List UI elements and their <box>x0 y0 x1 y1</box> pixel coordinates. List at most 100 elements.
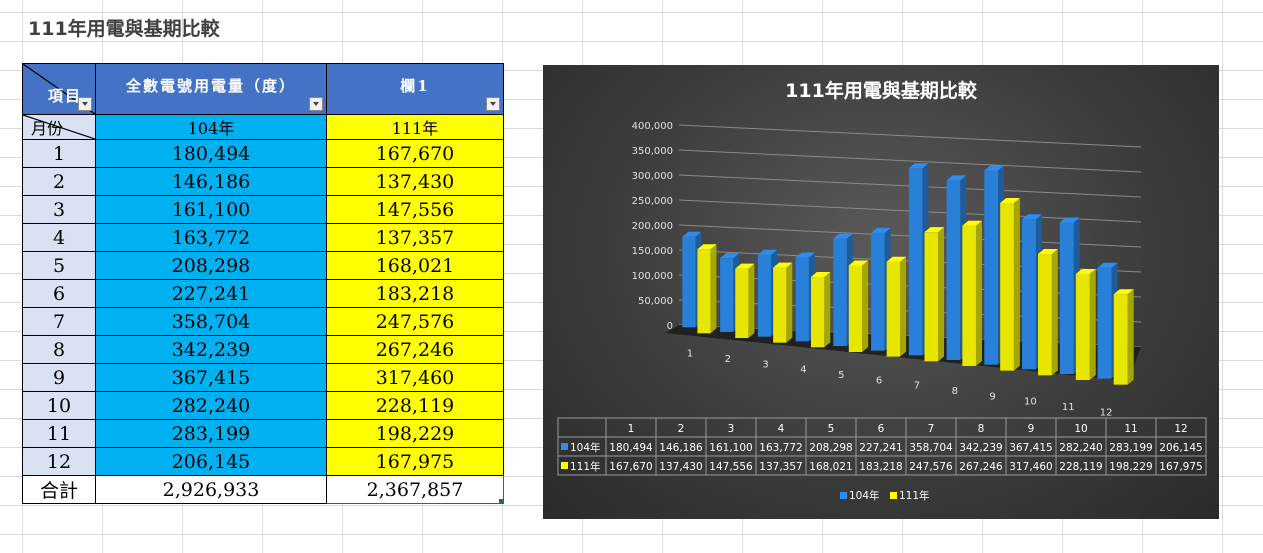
usage-111-cell[interactable]: 247,576 <box>326 307 504 336</box>
y-tick-label: 50,000 <box>638 296 673 307</box>
usage-104-cell[interactable]: 227,241 <box>95 279 327 308</box>
usage-104-cell[interactable]: 208,298 <box>95 251 327 280</box>
filter-dropdown-icon[interactable] <box>309 97 323 111</box>
y-tick-label: 300,000 <box>632 171 673 182</box>
usage-104-cell[interactable]: 358,704 <box>95 307 327 336</box>
x-tick-label: 7 <box>914 381 920 392</box>
month-cell[interactable]: 2 <box>22 167 96 196</box>
x-tick-label: 6 <box>876 375 882 386</box>
x-tick-label: 5 <box>838 370 844 381</box>
month-cell[interactable]: 12 <box>22 447 96 476</box>
month-cell[interactable]: 4 <box>22 223 96 252</box>
bar-111 <box>924 227 945 362</box>
usage-104-cell[interactable]: 283,199 <box>95 419 327 448</box>
header-item-label: 項目 <box>47 86 82 105</box>
usage-104-cell[interactable]: 163,772 <box>95 223 327 252</box>
table-row: 5 208,298 168,021 <box>22 251 504 280</box>
data-table-cell: 168,021 <box>809 461 852 473</box>
usage-104-cell[interactable]: 367,415 <box>95 363 327 392</box>
usage-111-cell[interactable]: 147,556 <box>326 195 504 224</box>
bar-111 <box>886 256 907 357</box>
filter-dropdown-icon[interactable] <box>78 97 92 111</box>
data-table-series-name: 104年 <box>570 441 601 454</box>
column-chart[interactable]: 111年用電與基期比較 0 50,000 100,000 150,000 200,000 2… <box>543 65 1219 519</box>
y-tick-label: 350,000 <box>632 146 673 157</box>
x-tick-label: 2 <box>725 354 731 365</box>
bar-111 <box>697 244 717 334</box>
chart-canvas: 111年用電與基期比較 0 50,000 100,000 150,000 200,000 2… <box>557 79 1207 502</box>
usage-111-cell[interactable]: 183,218 <box>326 279 504 308</box>
x-tick-label: 8 <box>952 386 958 397</box>
month-cell[interactable]: 11 <box>22 419 96 448</box>
gridline <box>678 149 1142 173</box>
usage-104-cell[interactable]: 206,145 <box>95 447 327 476</box>
usage-111-cell[interactable]: 137,357 <box>326 223 504 252</box>
data-table-series-name: 111年 <box>570 460 601 473</box>
usage-111-cell[interactable]: 317,460 <box>326 363 504 392</box>
data-table-cell: 137,430 <box>659 461 702 473</box>
data-table-header: 6 <box>878 423 885 435</box>
month-cell[interactable]: 6 <box>22 279 96 308</box>
data-table-header: 12 <box>1174 423 1187 435</box>
month-cell[interactable]: 9 <box>22 363 96 392</box>
sub-104-cell[interactable]: 104年 <box>95 114 327 140</box>
y-tick-label: 250,000 <box>632 196 673 207</box>
filter-dropdown-icon[interactable] <box>486 97 500 111</box>
data-table-cell: 163,772 <box>759 442 802 454</box>
x-tick-label: 10 <box>1024 397 1037 408</box>
header-item[interactable]: 項目 <box>22 63 96 115</box>
usage-111-cell[interactable]: 167,975 <box>326 447 504 476</box>
sheet-title[interactable]: 111年用電與基期比較 <box>28 18 220 40</box>
data-table-header: 10 <box>1074 423 1087 435</box>
legend-swatch-111 <box>890 492 897 499</box>
data-table-cell: 147,556 <box>709 461 753 473</box>
data-table-cell: 167,670 <box>609 461 652 473</box>
header-col1[interactable]: 欄1 <box>326 63 504 115</box>
bar-111 <box>848 260 869 352</box>
x-tick-label: 11 <box>1062 402 1075 413</box>
usage-104-cell[interactable]: 342,239 <box>95 335 327 364</box>
data-table-cell: 137,357 <box>759 461 802 473</box>
usage-104-cell[interactable]: 161,100 <box>95 195 327 224</box>
bar-111 <box>810 272 831 348</box>
usage-111-cell[interactable]: 168,021 <box>326 251 504 280</box>
usage-111-cell[interactable]: 198,229 <box>326 419 504 448</box>
data-table-cell: 342,239 <box>959 442 1002 454</box>
month-cell[interactable]: 7 <box>22 307 96 336</box>
month-cell[interactable]: 10 <box>22 391 96 420</box>
bar-111 <box>1038 249 1058 376</box>
total-111-cell[interactable]: 2,367,857 <box>326 475 504 504</box>
usage-111-cell[interactable]: 267,246 <box>326 335 504 364</box>
usage-104-cell[interactable]: 180,494 <box>95 139 327 168</box>
month-cell[interactable]: 3 <box>22 195 96 224</box>
legend-key <box>561 462 568 469</box>
usage-111-cell[interactable]: 228,119 <box>326 391 504 420</box>
data-table-header: 1 <box>628 423 635 435</box>
table-row: 12 206,145 167,975 <box>22 447 504 476</box>
x-tick-label: 1 <box>687 349 693 360</box>
usage-104-cell[interactable]: 146,186 <box>95 167 327 196</box>
sub-111-cell[interactable]: 111年 <box>326 114 504 140</box>
data-table-header: 4 <box>778 423 785 435</box>
total-label-cell[interactable]: 合計 <box>22 475 96 504</box>
bar-111 <box>773 262 793 343</box>
usage-111-cell[interactable]: 167,670 <box>326 139 504 168</box>
data-table-header: 5 <box>828 423 835 435</box>
data-table-cell: 267,246 <box>959 461 1003 473</box>
fill-handle[interactable] <box>499 499 503 503</box>
usage-104-cell[interactable]: 282,240 <box>95 391 327 420</box>
month-cell[interactable]: 1 <box>22 139 96 168</box>
header-usage-label: 全數電號用電量（度） <box>125 76 296 95</box>
sub-month-cell[interactable]: 月份 <box>22 114 96 140</box>
month-cell[interactable]: 5 <box>22 251 96 280</box>
month-cell[interactable]: 8 <box>22 335 96 364</box>
table-row: 6 227,241 183,218 <box>22 279 504 308</box>
y-tick-label: 400,000 <box>632 121 673 132</box>
data-table-cell: 180,494 <box>609 442 653 454</box>
usage-111-cell[interactable]: 137,430 <box>326 167 504 196</box>
chart-title: 111年用電與基期比較 <box>785 79 978 102</box>
header-usage[interactable]: 全數電號用電量（度） <box>95 63 327 115</box>
total-104-cell[interactable]: 2,926,933 <box>95 475 327 504</box>
data-table-header: 11 <box>1124 423 1137 435</box>
data-table-cell: 198,229 <box>1109 461 1152 473</box>
